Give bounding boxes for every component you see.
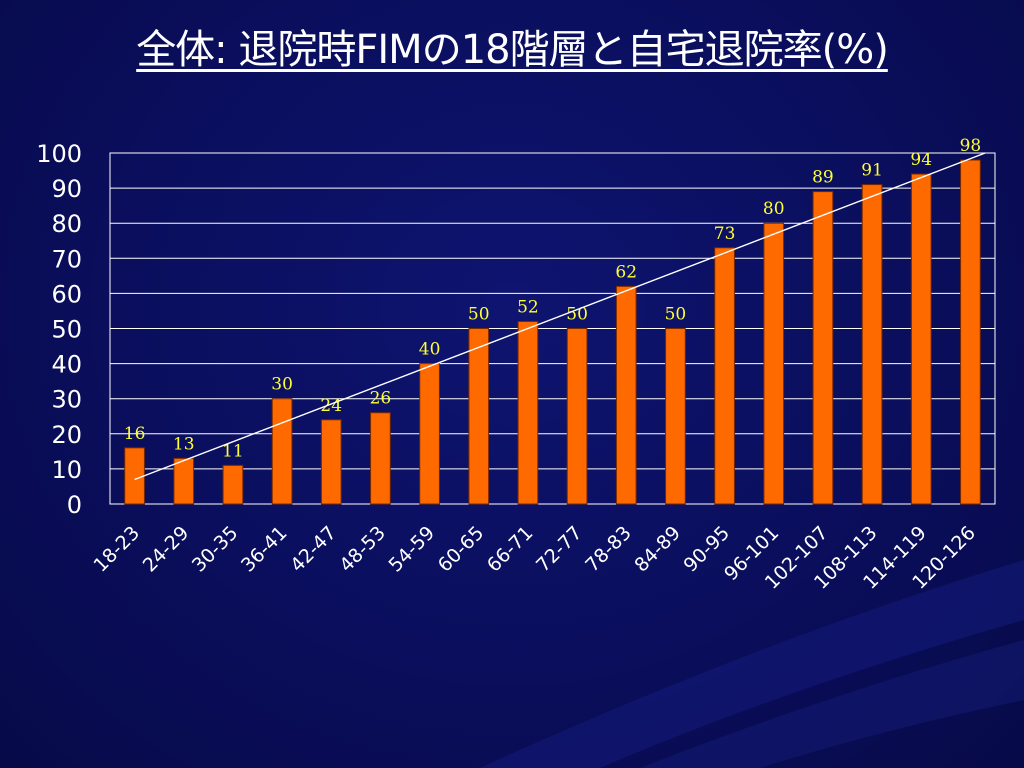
bar (665, 328, 686, 505)
y-tick-label: 40 (51, 351, 82, 379)
data-label: 13 (173, 434, 195, 454)
data-label: 52 (517, 297, 539, 317)
bar (320, 419, 342, 505)
bar (222, 464, 244, 505)
y-tick-label: 60 (51, 280, 82, 308)
y-tick-label: 0 (67, 491, 82, 519)
y-tick-label: 10 (51, 456, 82, 484)
data-label: 16 (124, 424, 146, 444)
bar (173, 457, 195, 505)
x-tick-label: 48-53 (335, 522, 390, 577)
data-label: 98 (960, 136, 982, 156)
y-tick-label: 30 (51, 386, 82, 414)
bar (910, 173, 932, 505)
bar (566, 328, 588, 505)
page-title: 全体: 退院時FIMの18階層と自宅退院率(%) (136, 27, 889, 73)
bar (714, 247, 735, 505)
data-label: 91 (861, 161, 883, 181)
y-tick-label: 90 (51, 175, 82, 203)
bar (960, 159, 981, 505)
y-tick-label: 100 (36, 140, 82, 168)
bar (370, 412, 391, 505)
y-tick-label: 20 (51, 421, 82, 449)
bar (812, 191, 834, 505)
x-tick-label: 72-77 (532, 522, 587, 577)
bar (468, 328, 490, 505)
x-tick-label: 84-89 (630, 522, 685, 577)
data-label: 80 (763, 199, 785, 219)
trendline (134, 152, 986, 481)
data-label: 40 (419, 340, 441, 360)
data-label: 30 (271, 375, 293, 395)
data-label: 50 (566, 305, 588, 325)
data-label: 24 (320, 396, 342, 416)
x-tick-label: 42-47 (286, 522, 341, 577)
bar (271, 398, 293, 505)
data-label: 50 (665, 305, 687, 325)
data-label: 62 (615, 262, 637, 282)
y-tick-label: 80 (51, 210, 82, 238)
y-tick-label: 70 (51, 245, 82, 273)
x-tick-label: 66-71 (483, 522, 538, 577)
data-label: 11 (222, 441, 244, 461)
x-tick-label: 54-59 (385, 522, 440, 577)
x-tick-label: 36-41 (237, 522, 292, 577)
bar (763, 222, 785, 505)
data-label: 73 (714, 224, 736, 244)
x-tick-label: 78-83 (581, 522, 636, 577)
x-tick-label: 18-23 (90, 522, 145, 577)
data-label: 89 (812, 168, 834, 188)
x-tick-label: 24-29 (139, 522, 194, 577)
bar (517, 320, 539, 505)
y-tick-label: 50 (51, 316, 82, 344)
x-tick-label: 60-65 (434, 522, 489, 577)
data-label: 94 (910, 150, 932, 170)
data-label: 26 (370, 389, 392, 409)
bar (861, 184, 883, 505)
bar (615, 285, 637, 505)
x-tick-label: 30-35 (188, 522, 243, 577)
bar (419, 363, 440, 505)
data-label: 50 (468, 305, 490, 325)
bar (124, 447, 145, 505)
